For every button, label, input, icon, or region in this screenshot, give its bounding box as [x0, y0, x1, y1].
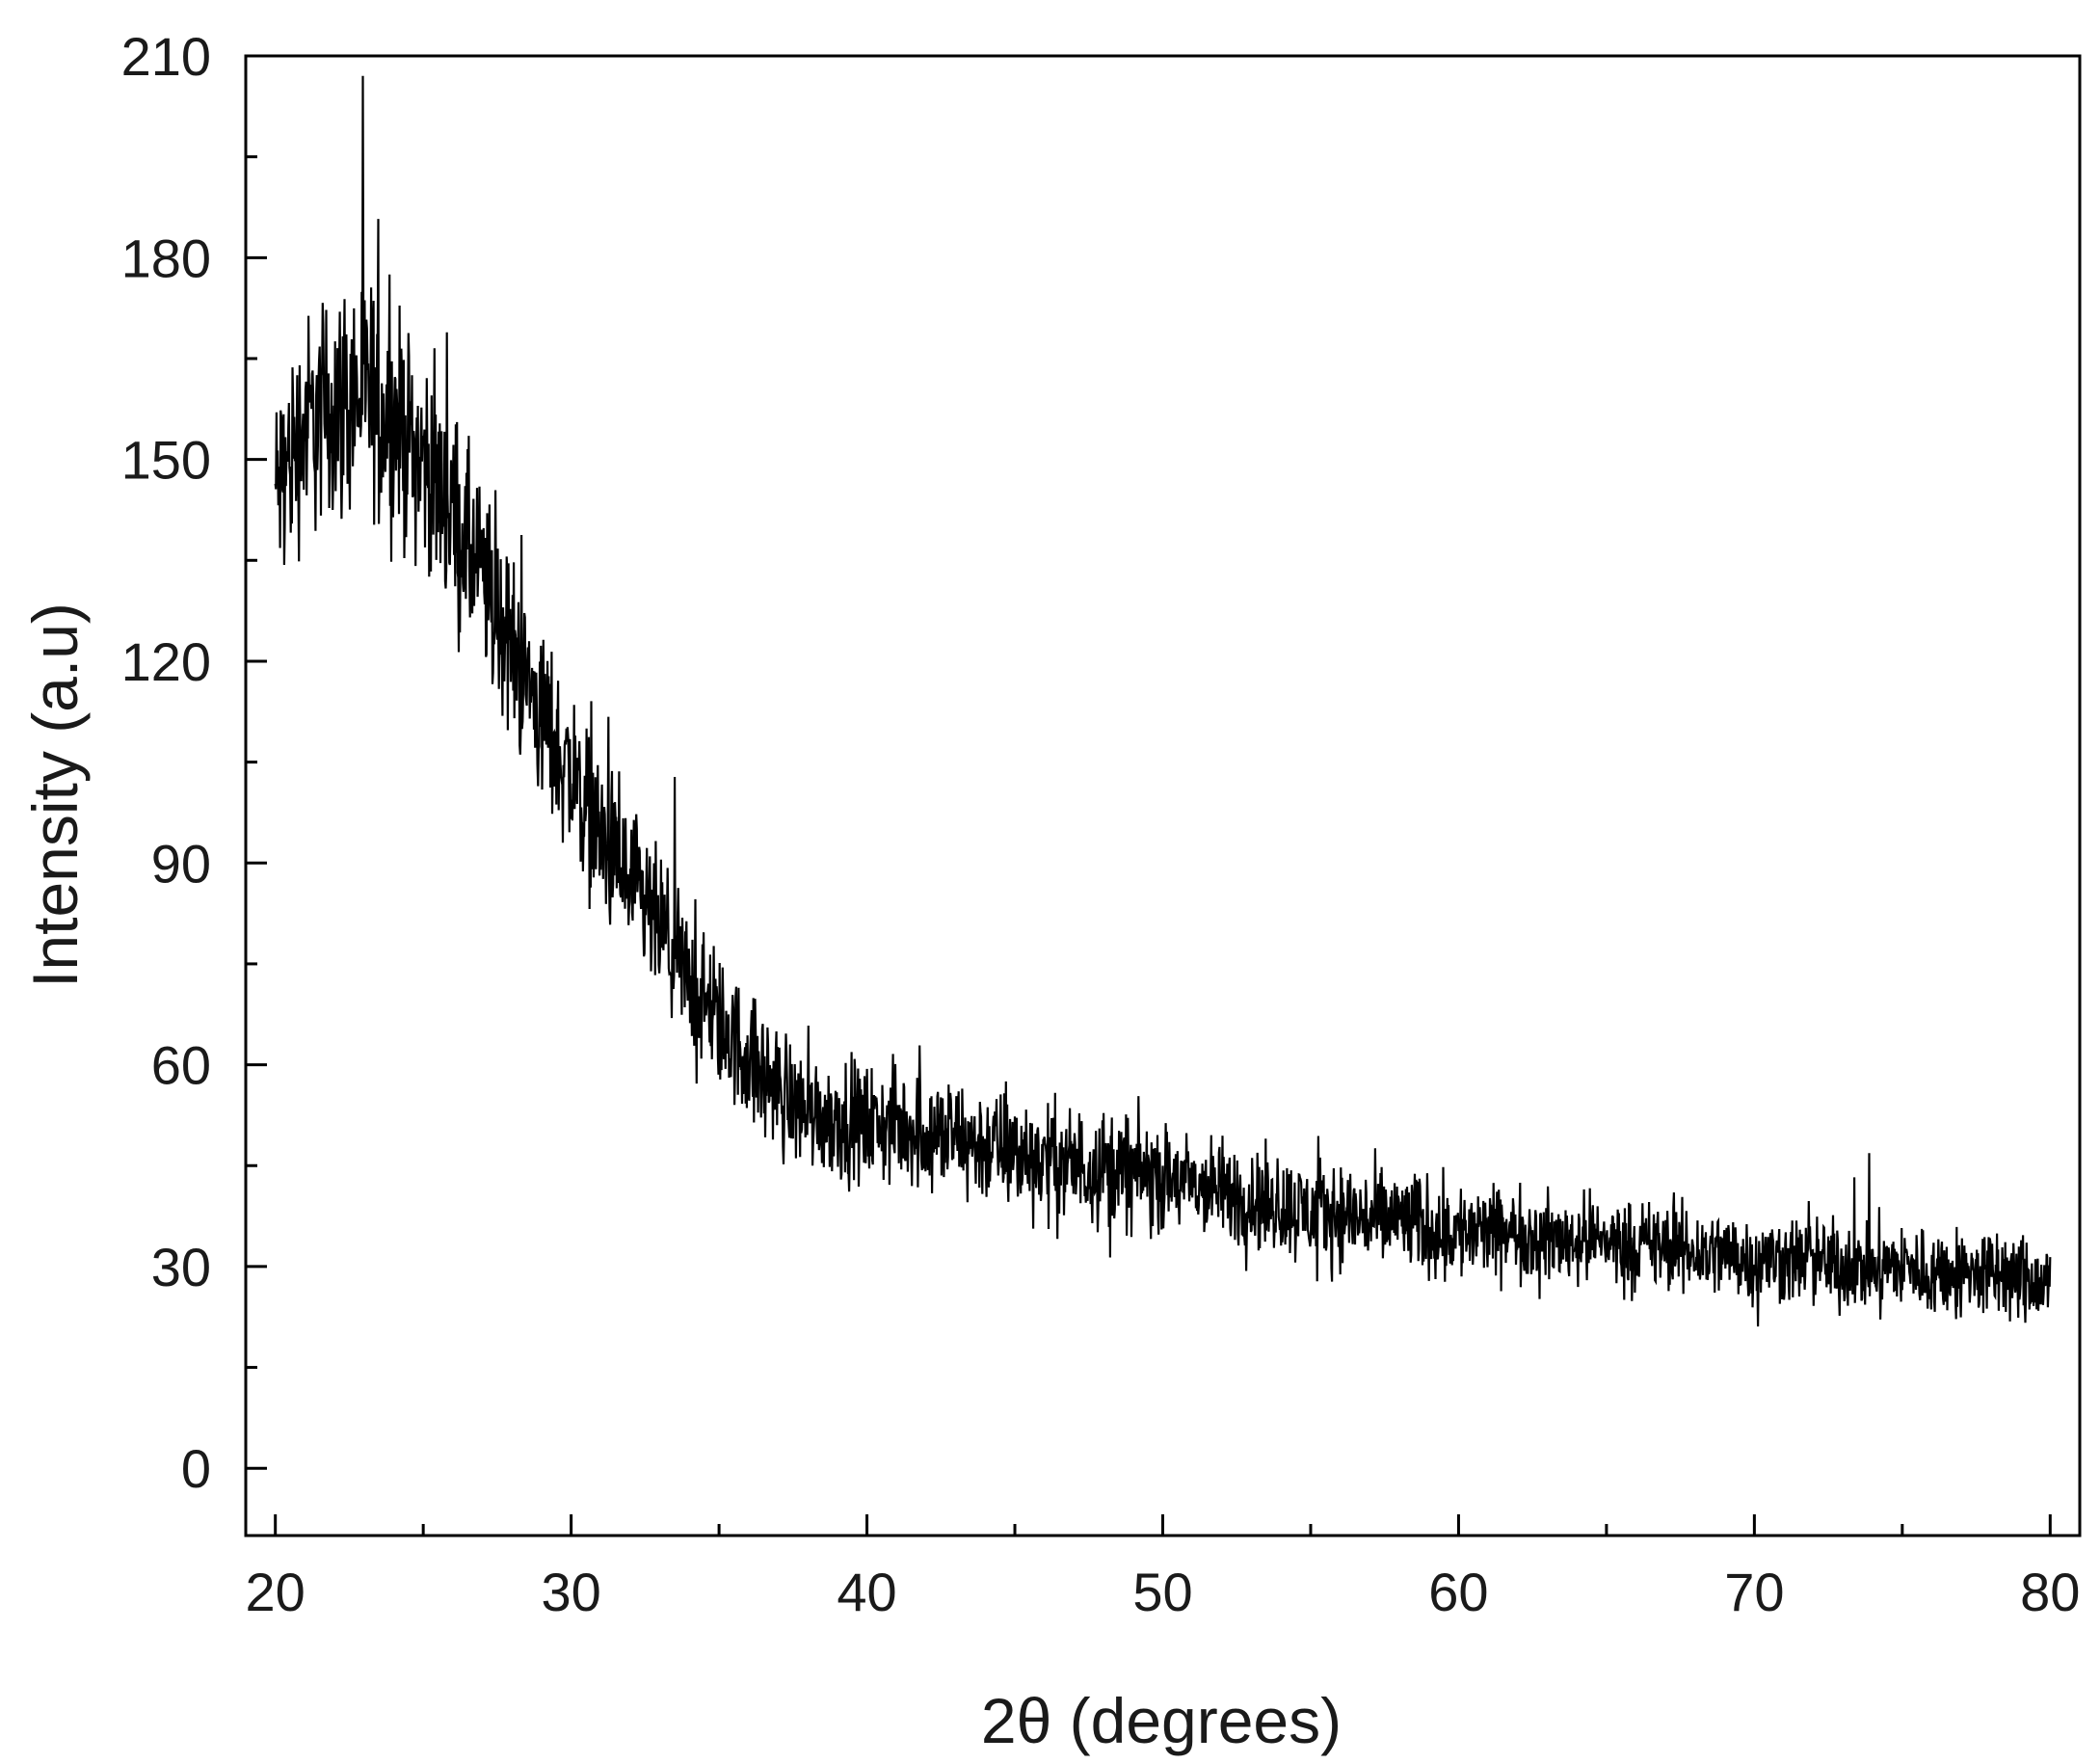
- x-tick-label: 70: [1724, 1562, 1784, 1622]
- x-tick-label: 40: [837, 1562, 896, 1622]
- x-axis-title: 2θ (degrees): [981, 1685, 1342, 1756]
- y-axis-ticks: 0 30 60 90 120 150 180 210: [121, 26, 267, 1499]
- y-tick-label: 0: [181, 1438, 211, 1499]
- y-tick-label: 30: [151, 1237, 211, 1297]
- x-tick-label: 80: [2020, 1562, 2080, 1622]
- x-tick-label: 60: [1428, 1562, 1488, 1622]
- plot-frame: [244, 54, 2082, 1537]
- y-tick-label: 210: [121, 26, 211, 87]
- x-tick-label: 50: [1132, 1562, 1192, 1622]
- x-tick-label: 20: [246, 1562, 306, 1622]
- y-tick-label: 180: [121, 227, 211, 288]
- intensity-series-line: [274, 75, 2052, 1327]
- y-tick-label: 60: [151, 1035, 211, 1096]
- x-tick-label: 30: [541, 1562, 600, 1622]
- y-axis-title: Intensity (a.u): [19, 602, 91, 988]
- y-tick-label: 150: [121, 430, 211, 491]
- x-axis-ticks: 20 30 40 50 60 70 80: [246, 1514, 2080, 1622]
- y-tick-label: 120: [121, 631, 211, 692]
- y-tick-label: 90: [151, 833, 211, 894]
